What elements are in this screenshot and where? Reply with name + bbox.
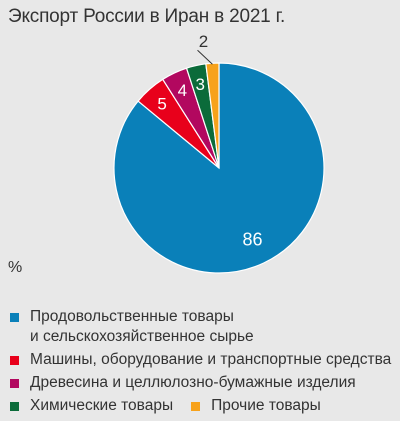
legend-label-chemicals: Химические товары — [30, 397, 174, 414]
legend-label-wood: Древесина и целлюлозно-бумажные изделия — [30, 374, 356, 391]
pie-slice-other — [205, 62, 220, 169]
legend-swatch-chemicals — [10, 402, 19, 411]
pie-label-food: 86 — [243, 229, 263, 249]
pie-leader-line-other — [197, 49, 213, 65]
legend-item-chemicals: Химические товары — [10, 396, 173, 416]
legend-item-other: Прочие товары — [191, 396, 321, 416]
pie-label-chemicals: 3 — [195, 75, 204, 94]
pie-label-wood: 4 — [178, 81, 187, 100]
legend-label-machinery: Машины, оборудование и транспортные сред… — [30, 351, 392, 368]
legend-label-food: Продовольственные товары и сельскохозяйст… — [30, 308, 254, 345]
chart-title: Экспорт России в Иран в 2021 г. — [8, 6, 286, 27]
pie-label-other: 2 — [199, 32, 208, 51]
legend-swatch-food — [10, 313, 19, 322]
unit-label: % — [8, 259, 23, 276]
legend-item-wood: Древесина и целлюлозно-бумажные изделия — [10, 373, 398, 393]
pie-chart: 86 54 3 2 — [113, 32, 325, 274]
legend-swatch-machinery — [10, 356, 19, 365]
legend-item-food: Продовольственные товары и сельскохозяйст… — [10, 307, 398, 347]
legend: Продовольственные товары и сельскохозяйст… — [10, 307, 398, 419]
legend-swatch-wood — [10, 379, 19, 388]
legend-swatch-other — [191, 402, 201, 411]
pie-label-machinery: 5 — [157, 94, 166, 113]
legend-item-machinery: Машины, оборудование и транспортные сред… — [10, 350, 398, 370]
legend-label-other: Прочие товары — [211, 397, 321, 414]
